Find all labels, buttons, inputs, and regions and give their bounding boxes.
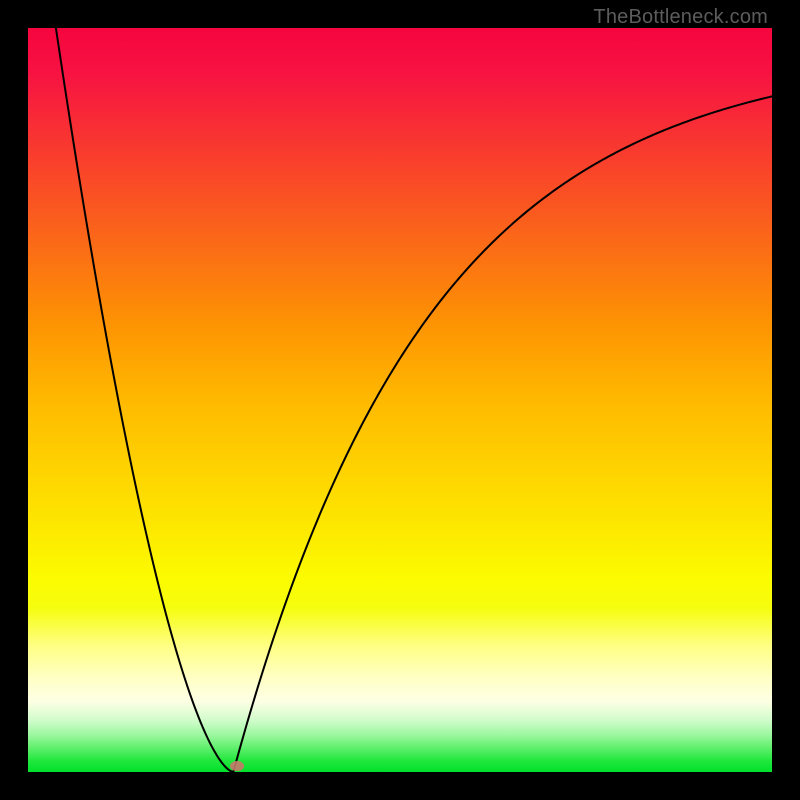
optimum-marker — [230, 761, 244, 771]
watermark-label: TheBottleneck.com — [593, 6, 768, 29]
plot-area — [28, 28, 772, 772]
bottleneck-curve — [28, 28, 772, 772]
